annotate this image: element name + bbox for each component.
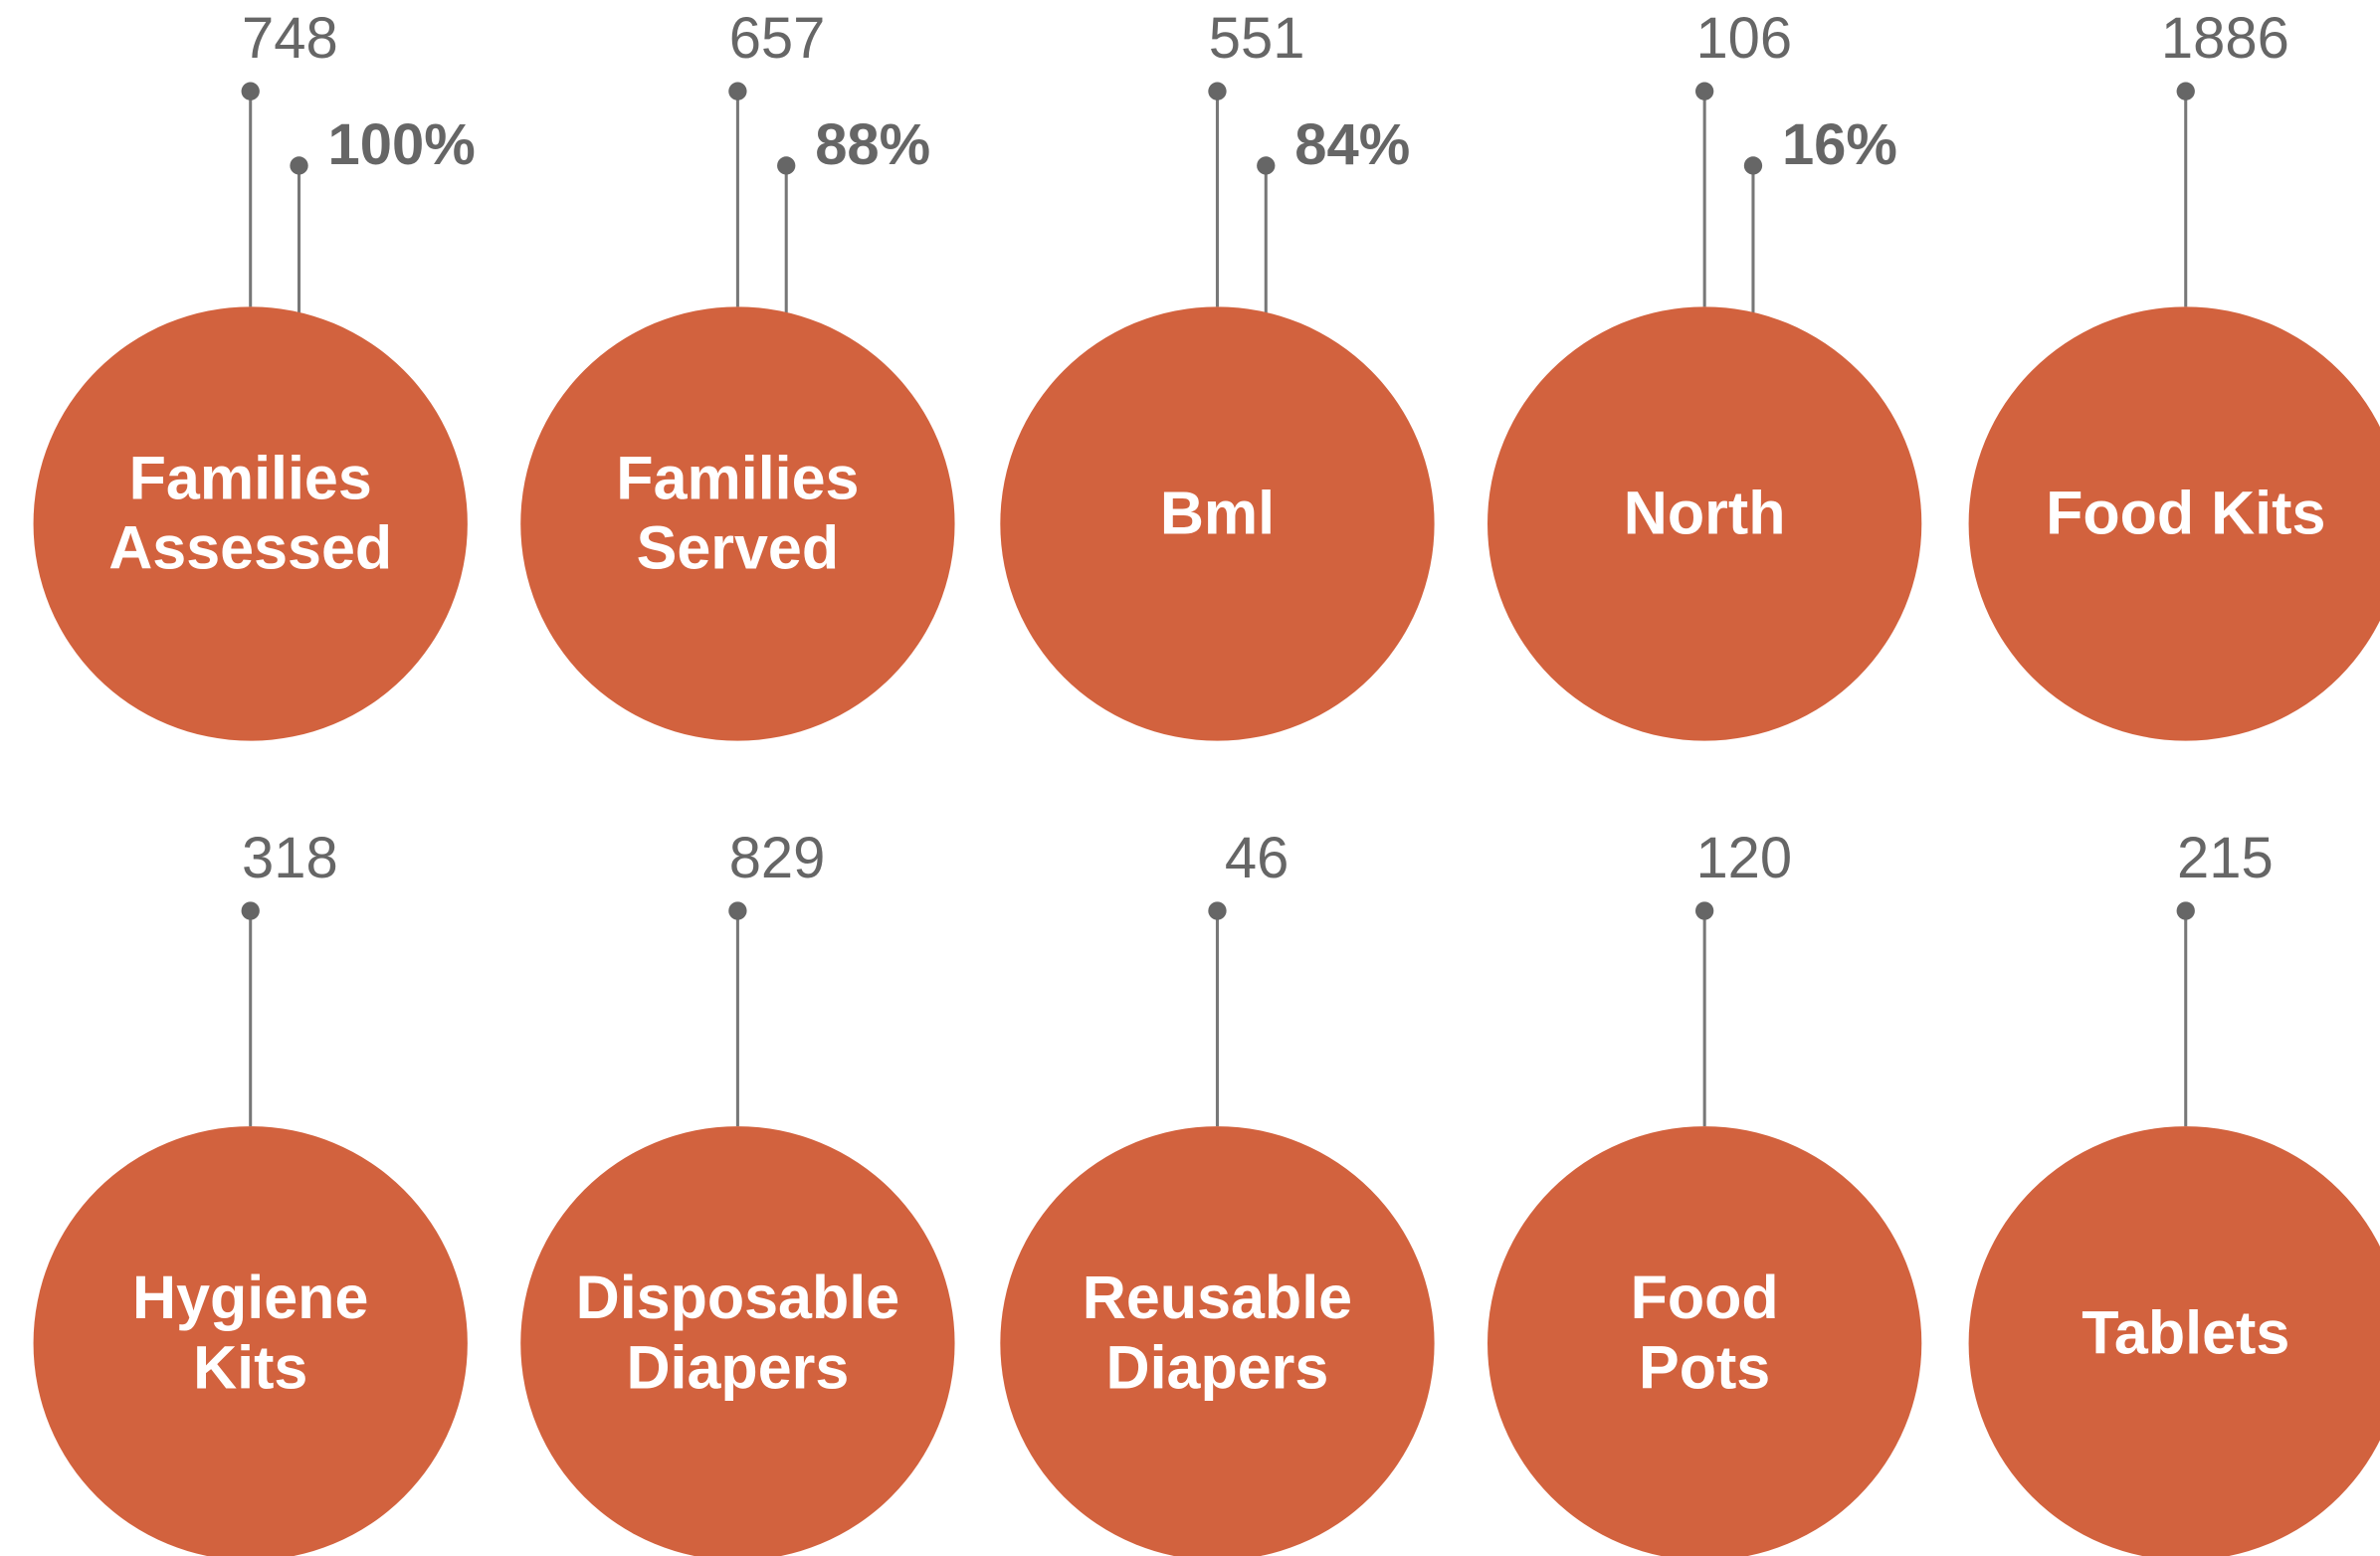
bubble-label: Kits <box>193 1333 307 1401</box>
stem-dot <box>1208 901 1227 920</box>
value: 106 <box>1695 7 1792 71</box>
value: 657 <box>729 7 826 71</box>
percent: 84% <box>1294 113 1410 177</box>
bubble-label: Food Kits <box>2046 480 2325 547</box>
value: 829 <box>729 827 826 890</box>
stem-dot <box>241 901 260 920</box>
percent: 100% <box>328 113 476 177</box>
bubble <box>520 306 955 741</box>
bubble <box>1968 1126 2380 1556</box>
bubble-label: Hygiene <box>132 1264 368 1331</box>
bubble-label: Disposable <box>576 1264 900 1331</box>
value: 1886 <box>2161 7 2289 71</box>
stem-dot <box>241 82 260 100</box>
stem-dot <box>2176 82 2195 100</box>
stem-dot <box>2176 901 2195 920</box>
bubble-label: Bml <box>1160 480 1275 547</box>
bubble-label: Reusable <box>1083 1264 1352 1331</box>
stem-dot <box>1694 82 1714 100</box>
value: 318 <box>242 827 338 890</box>
bubble-label: Tablets <box>2082 1298 2289 1366</box>
percent-dot <box>1743 156 1763 175</box>
bubble-label: Families <box>129 444 372 511</box>
value: 215 <box>2177 827 2274 890</box>
bubble-label: Diapers <box>1106 1333 1329 1401</box>
bubble <box>520 1126 955 1556</box>
value: 551 <box>1209 7 1305 71</box>
percent: 88% <box>815 113 930 177</box>
percent: 16% <box>1782 113 1897 177</box>
stem-dot <box>728 82 747 100</box>
bubble <box>1488 306 1922 741</box>
value: 120 <box>1695 827 1792 890</box>
stem-dot <box>1694 901 1714 920</box>
bubble-label: Diapers <box>626 1333 849 1401</box>
stem-dot <box>1208 82 1227 100</box>
bubble <box>1000 306 1435 741</box>
bubble <box>1968 306 2380 741</box>
percent-dot <box>777 156 796 175</box>
bubble <box>33 306 468 741</box>
percent-dot <box>1257 156 1276 175</box>
percent-dot <box>290 156 308 175</box>
bubble-label: North <box>1624 480 1786 547</box>
bubble <box>1000 1126 1435 1556</box>
bubble-label: Pots <box>1639 1333 1770 1401</box>
bubble <box>33 1126 468 1556</box>
bubble-label: Families <box>616 444 859 511</box>
bubble-label: Food <box>1631 1264 1779 1331</box>
bubble-label: Assessed <box>108 514 392 582</box>
stem-dot <box>728 901 747 920</box>
value: 748 <box>242 7 338 71</box>
bubble <box>1488 1126 1922 1556</box>
value: 46 <box>1225 827 1289 890</box>
bubble-label: Served <box>637 514 840 582</box>
